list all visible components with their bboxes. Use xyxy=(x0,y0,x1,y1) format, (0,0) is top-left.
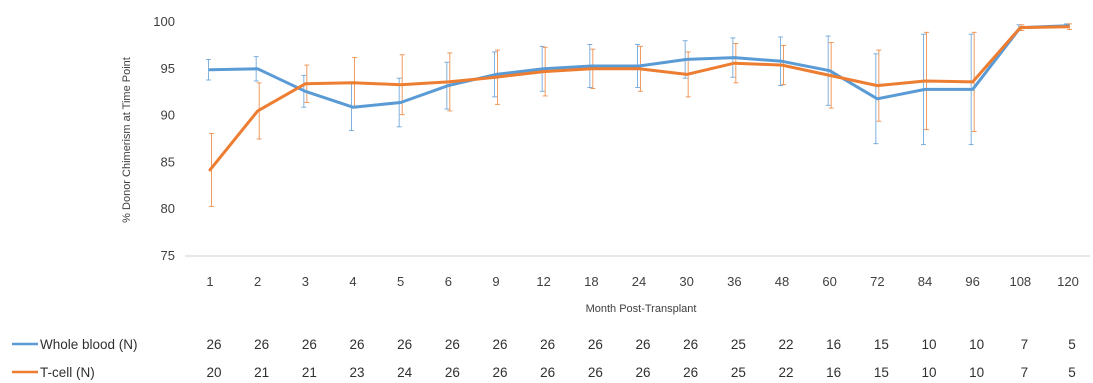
y-axis-title: % Donor Chimerism at Time Point xyxy=(121,57,133,223)
count-cell: 26 xyxy=(588,337,603,352)
x-tick-label: 6 xyxy=(445,274,452,289)
x-tick-label: 3 xyxy=(302,274,309,289)
count-cell: 7 xyxy=(1021,337,1029,352)
count-cell: 26 xyxy=(349,337,364,352)
error-bars xyxy=(206,23,1072,207)
x-tick-label: 120 xyxy=(1057,274,1079,289)
count-cell: 26 xyxy=(445,365,460,380)
y-tick-label: 95 xyxy=(161,61,175,76)
x-tick-label: 30 xyxy=(679,274,693,289)
count-cell: 23 xyxy=(349,365,364,380)
count-cell: 21 xyxy=(302,365,317,380)
count-cell: 22 xyxy=(778,337,793,352)
x-tick-label: 24 xyxy=(632,274,646,289)
count-cell: 25 xyxy=(731,337,746,352)
x-tick-label: 1 xyxy=(206,274,213,289)
y-tick-label: 90 xyxy=(161,108,175,123)
x-tick-label: 4 xyxy=(349,274,356,289)
y-axis: 75 80 85 90 95 100 xyxy=(153,14,175,263)
x-axis: 1 2 3 4 5 6 9 12 18 24 30 36 48 60 72 84 96 108 120 xyxy=(185,255,1090,289)
error-bar xyxy=(206,58,211,81)
y-tick-label: 85 xyxy=(161,154,175,169)
x-tick-label: 36 xyxy=(727,274,741,289)
count-cell: 10 xyxy=(969,337,984,352)
count-cell: 5 xyxy=(1068,365,1076,380)
count-cell: 7 xyxy=(1021,365,1029,380)
count-cell: 10 xyxy=(921,365,936,380)
y-tick-label: 100 xyxy=(153,14,175,29)
count-cell: 16 xyxy=(826,337,841,352)
legend-label: T-cell (N) xyxy=(40,365,95,380)
x-tick-label: 12 xyxy=(536,274,550,289)
x-axis-title: Month Post-Transplant xyxy=(586,303,697,315)
count-cell: 26 xyxy=(683,365,698,380)
legend-count-table: Whole blood (N) 26 26 26 26 26 26 26 26 26 26 26 25 2… xyxy=(12,337,1076,380)
count-cell: 10 xyxy=(969,365,984,380)
count-cell: 26 xyxy=(445,337,460,352)
count-cell: 26 xyxy=(683,337,698,352)
count-cell: 20 xyxy=(206,365,221,380)
count-cell: 10 xyxy=(921,337,936,352)
x-tick-label: 72 xyxy=(870,274,884,289)
y-tick-label: 75 xyxy=(161,248,175,263)
series-lines xyxy=(208,24,1070,172)
count-cell: 26 xyxy=(635,365,650,380)
count-cell: 26 xyxy=(492,365,507,380)
series-line xyxy=(208,24,1070,109)
count-cell: 26 xyxy=(254,337,269,352)
count-cell: 22 xyxy=(778,365,793,380)
x-tick-label: 9 xyxy=(492,274,499,289)
count-cell: 26 xyxy=(302,337,317,352)
count-cell: 26 xyxy=(492,337,507,352)
x-tick-label: 60 xyxy=(822,274,836,289)
count-cell: 16 xyxy=(826,365,841,380)
count-cell: 25 xyxy=(731,365,746,380)
x-tick-label: 5 xyxy=(397,274,404,289)
count-cell: 26 xyxy=(635,337,650,352)
series-line xyxy=(208,25,1070,172)
count-cell: 15 xyxy=(874,365,889,380)
count-cell: 26 xyxy=(588,365,603,380)
x-tick-label: 96 xyxy=(965,274,979,289)
count-cell: 26 xyxy=(540,337,555,352)
count-cell: 21 xyxy=(254,365,269,380)
count-cell: 26 xyxy=(540,365,555,380)
x-tick-label: 2 xyxy=(254,274,261,289)
legend-label: Whole blood (N) xyxy=(40,337,138,352)
x-tick-label: 48 xyxy=(775,274,789,289)
count-cell: 26 xyxy=(397,337,412,352)
x-tick-label: 84 xyxy=(918,274,932,289)
count-cell: 15 xyxy=(874,337,889,352)
count-cell: 5 xyxy=(1068,337,1076,352)
count-cell: 24 xyxy=(397,365,413,380)
x-tick-label: 18 xyxy=(584,274,598,289)
x-tick-label: 108 xyxy=(1009,274,1031,289)
count-cell: 26 xyxy=(206,337,221,352)
y-tick-label: 80 xyxy=(161,201,175,216)
